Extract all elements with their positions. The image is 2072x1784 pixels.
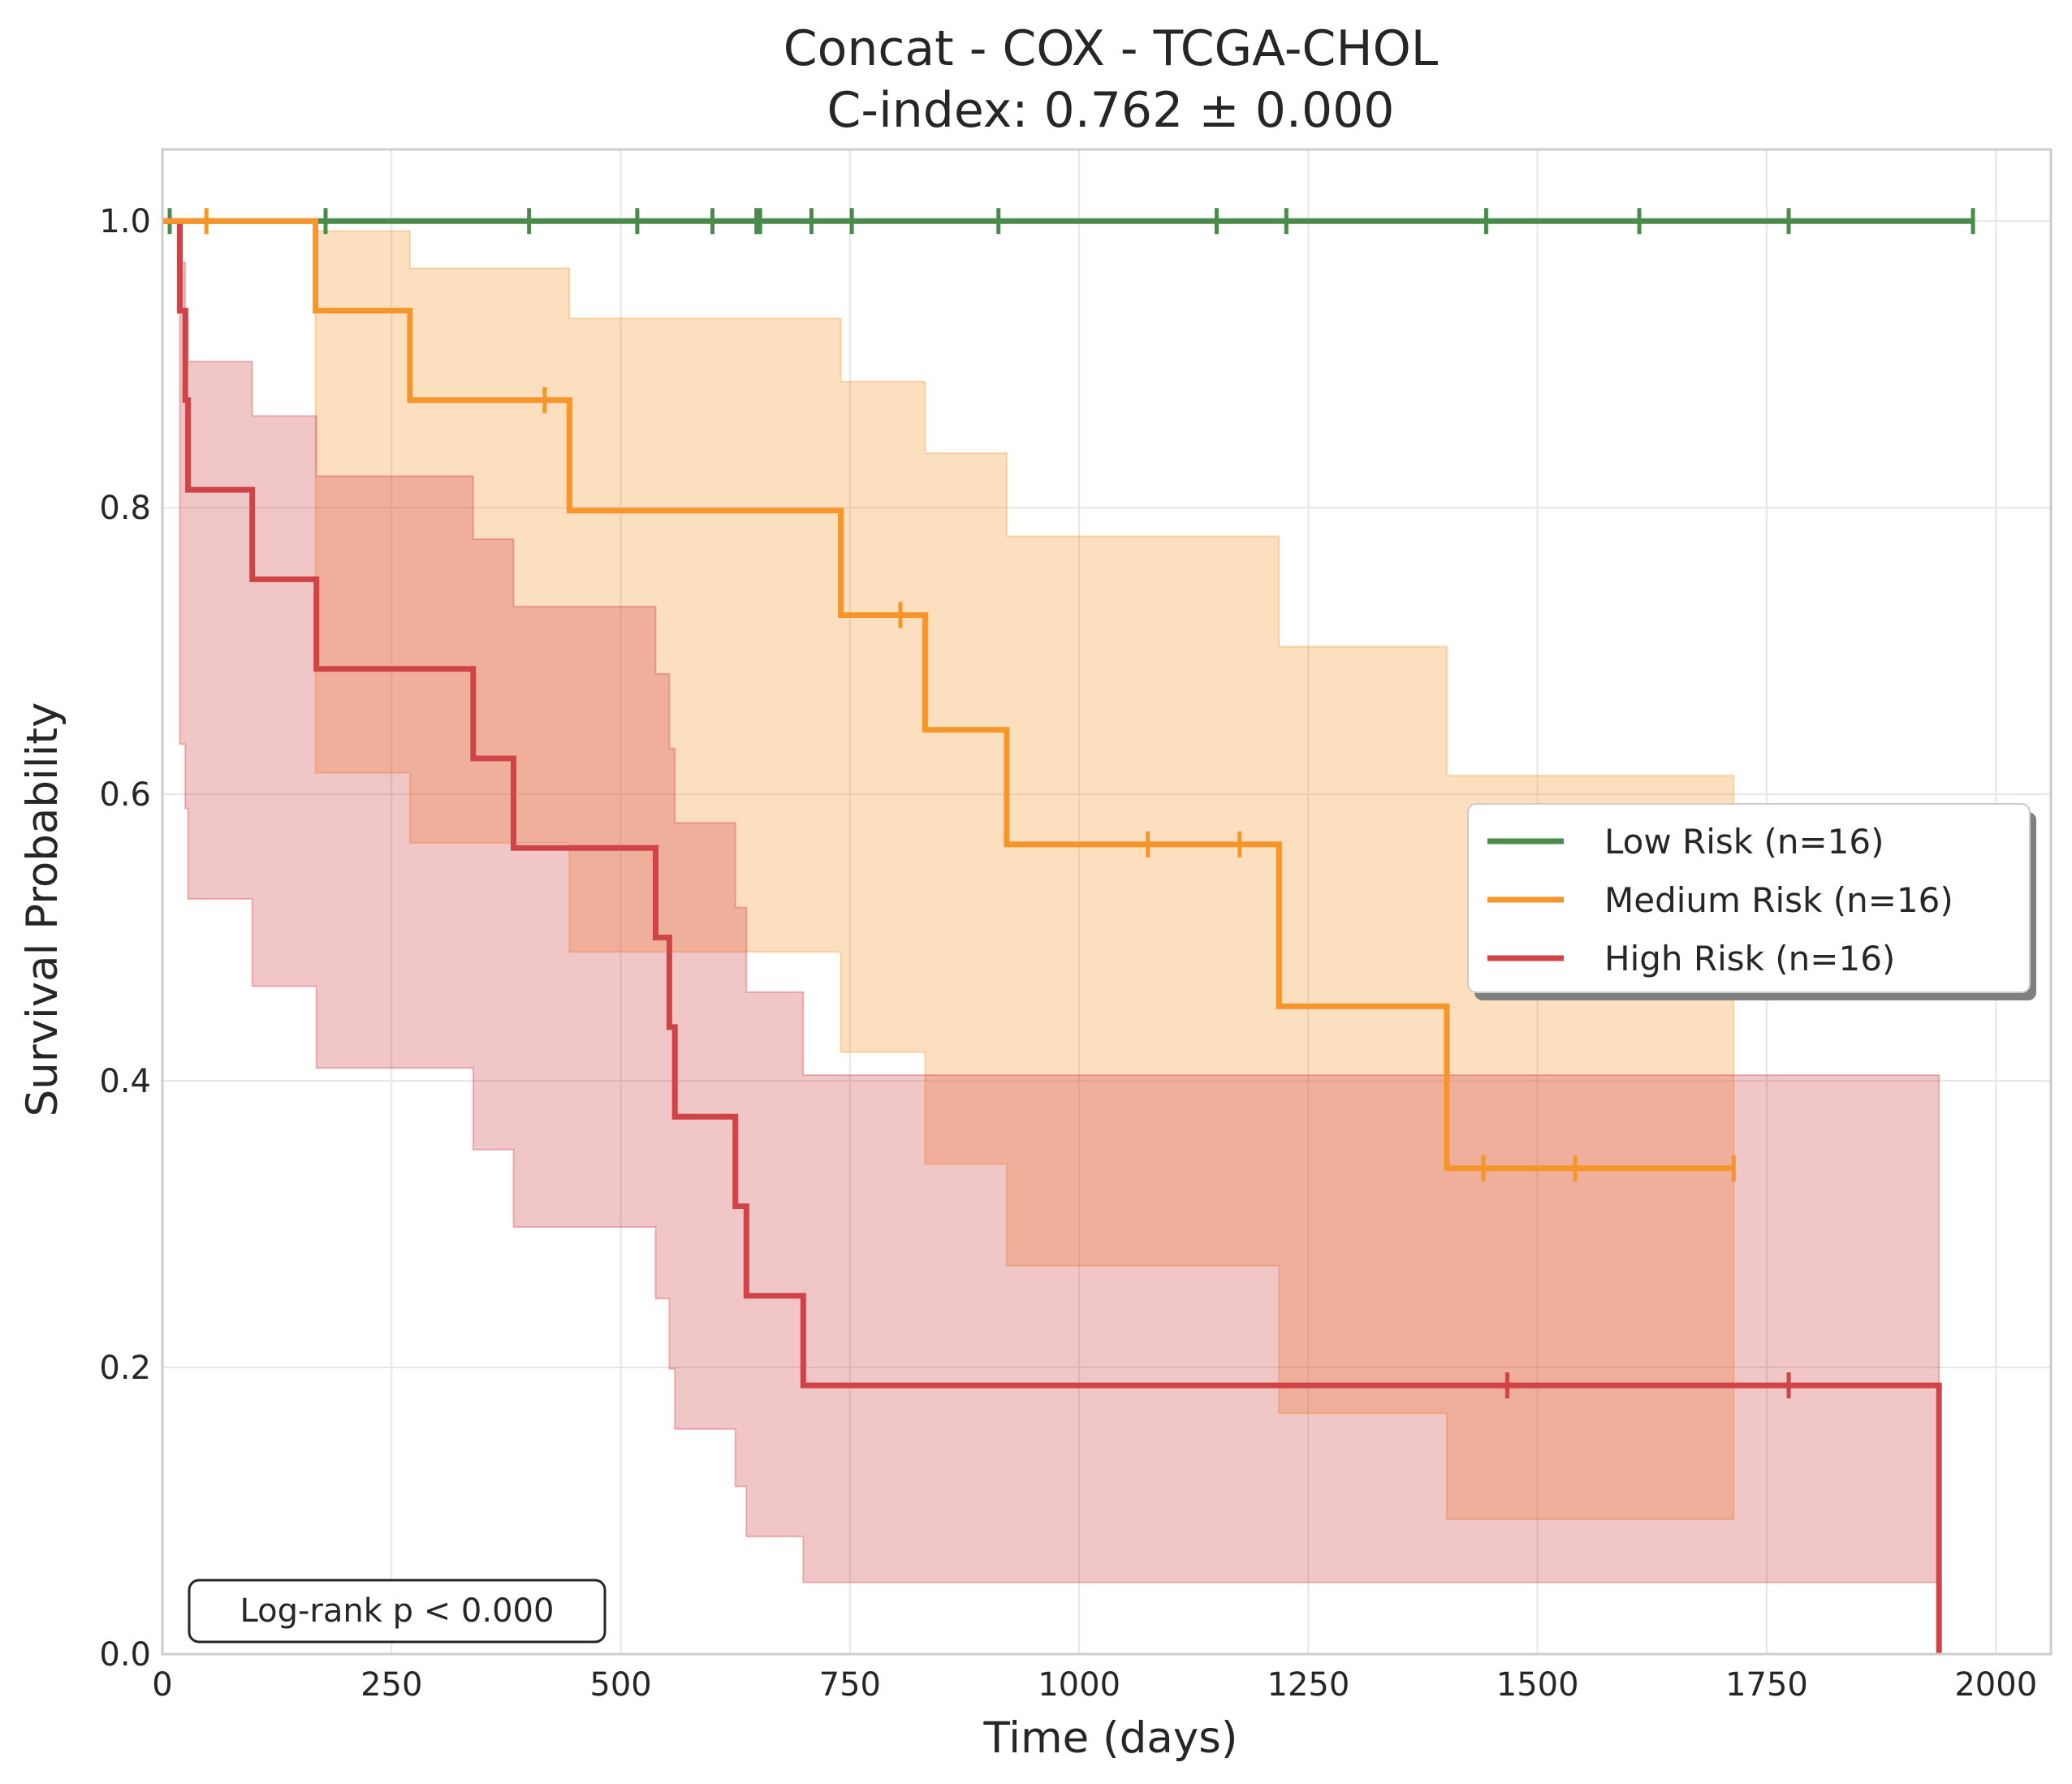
x-tick-label-7: 1750 — [1725, 1666, 1808, 1704]
medium-risk-survival-line — [162, 218, 1734, 1172]
high-risk-survival-line — [162, 218, 1942, 1654]
annotation-box — [188, 1579, 606, 1644]
y-axis-ticks: 0.0 0.2 0.4 0.6 0.8 1.0 — [99, 203, 151, 1674]
x-tick-label-2: 500 — [589, 1666, 651, 1704]
x-tick-label-3: 750 — [819, 1666, 881, 1704]
x-tick-label-0: 0 — [152, 1666, 172, 1704]
y-tick-label-0: 0.0 — [99, 1636, 151, 1674]
high-risk-ci-band — [162, 220, 1940, 1583]
title-line-2: C-index: 0.762 ± 0.000 — [827, 82, 1395, 139]
annotation-text: Log-rank p < 0.000 — [240, 1592, 555, 1630]
y-tick-label-4: 0.8 — [99, 490, 151, 527]
logrank-annotation: Log-rank p < 0.000 — [188, 1579, 606, 1644]
legend-box — [1467, 803, 2031, 993]
medium-risk-legend-label: Medium Risk (n=16) — [1604, 880, 1953, 920]
x-tick-label-5: 1250 — [1267, 1666, 1350, 1704]
y-tick-label-2: 0.4 — [99, 1063, 151, 1100]
confidence-bands — [162, 220, 1940, 1583]
x-tick-label-4: 1000 — [1038, 1666, 1120, 1704]
y-tick-label-5: 1.0 — [99, 203, 151, 240]
low-risk-legend-label: Low Risk (n=16) — [1604, 822, 1884, 862]
x-tick-label-1: 250 — [360, 1666, 422, 1704]
y-axis-label: Survival Probability — [18, 702, 67, 1117]
chart-title: Concat - COX - TCGA-CHOL C-index: 0.762 … — [783, 20, 1439, 139]
high-risk-legend-label: High Risk (n=16) — [1604, 939, 1895, 978]
medium-risk-ci-band — [162, 220, 1735, 1521]
x-axis-label: Time (days) — [982, 1713, 1237, 1763]
x-tick-label-8: 2000 — [1954, 1666, 2037, 1704]
x-tick-label-6: 1500 — [1496, 1666, 1579, 1704]
y-tick-label-3: 0.6 — [99, 776, 151, 814]
legend: Low Risk (n=16) Medium Risk (n=16) High Ri… — [1467, 803, 2036, 1000]
y-tick-label-1: 0.2 — [99, 1350, 151, 1387]
plot-frame — [161, 148, 2053, 1656]
x-axis-ticks: 0 250 500 750 1000 1250 1500 1750 2000 — [152, 1666, 2037, 1704]
axes-frame — [161, 148, 2053, 1656]
survival-curves — [162, 208, 1975, 1654]
title-line-1: Concat - COX - TCGA-CHOL — [783, 20, 1439, 77]
